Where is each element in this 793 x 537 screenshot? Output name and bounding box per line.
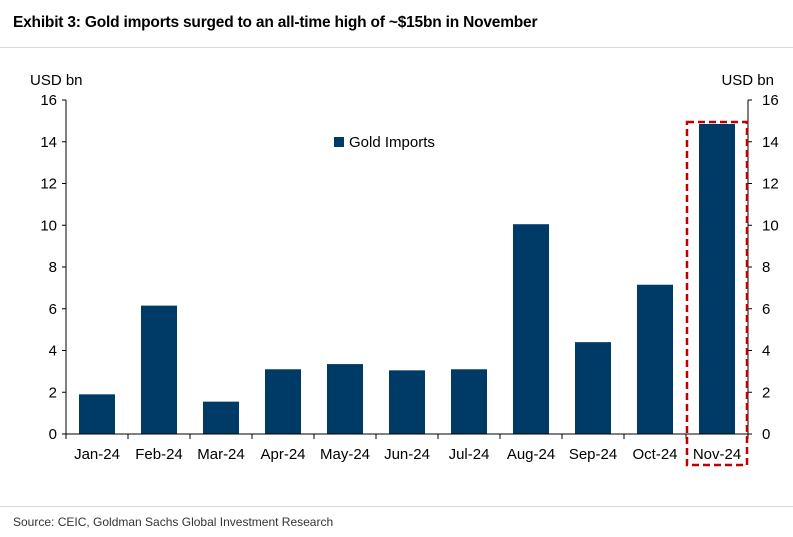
right-tick-label: 2	[762, 384, 770, 401]
left-tick-label: 0	[49, 426, 57, 443]
bar-apr-24	[265, 369, 301, 434]
right-tick-label: 16	[762, 92, 779, 109]
legend: Gold Imports	[334, 134, 435, 151]
x-tick-label: Apr-24	[260, 446, 305, 463]
bar-chart: USD bn USD bn 0 2 4 6 8 10 12 14 16 0 2 4 6 8 10 12 14 1…	[30, 72, 779, 467]
source-note: Source: CEIC, Goldman Sachs Global Inves…	[13, 515, 334, 529]
x-tick-label: Feb-24	[135, 446, 183, 463]
left-tick-label: 12	[40, 176, 57, 193]
left-axis-unit-label: USD bn	[30, 72, 83, 89]
left-tick-label: 4	[49, 343, 57, 360]
x-tick-label: Oct-24	[632, 446, 677, 463]
legend-label: Gold Imports	[349, 134, 435, 151]
bar-mar-24	[203, 401, 239, 434]
highlight-box	[685, 120, 749, 467]
bar-jul-24	[451, 369, 487, 434]
left-tick-label: 2	[49, 384, 57, 401]
left-tick-label: 14	[40, 134, 57, 151]
right-tick-label: 14	[762, 134, 779, 151]
x-tick-label: Sep-24	[569, 446, 617, 463]
right-y-axis: 0 2 4 6 8 10 12 14 16	[747, 92, 779, 443]
x-tick-label: May-24	[320, 446, 370, 463]
bar-sep-24	[575, 342, 611, 434]
right-tick-label: 4	[762, 343, 770, 360]
left-tick-label: 6	[49, 301, 57, 318]
top-divider	[0, 47, 793, 48]
exhibit-title: Exhibit 3: Gold imports surged to an all…	[13, 14, 538, 31]
left-tick-label: 16	[40, 92, 57, 109]
left-y-axis: 0 2 4 6 8 10 12 14 16	[40, 92, 67, 443]
right-tick-label: 10	[762, 217, 779, 234]
left-tick-label: 8	[49, 259, 57, 276]
right-tick-label: 12	[762, 176, 779, 193]
x-tick-label: Jan-24	[74, 446, 120, 463]
bar-feb-24	[141, 305, 177, 434]
left-tick-label: 10	[40, 217, 57, 234]
bar-aug-24	[513, 224, 549, 434]
right-axis-unit-label: USD bn	[721, 72, 774, 89]
bottom-divider	[0, 506, 793, 507]
x-tick-label: Nov-24	[693, 446, 741, 463]
bar-may-24	[327, 364, 363, 434]
x-tick-label: Jul-24	[449, 446, 490, 463]
legend-swatch	[334, 137, 344, 147]
x-axis: Jan-24 Feb-24 Mar-24 Apr-24 May-24 Jun-24 Jul-…	[65, 433, 749, 463]
x-tick-label: Jun-24	[384, 446, 430, 463]
bar-nov-24	[699, 124, 735, 434]
bar-jan-24	[79, 394, 115, 434]
bar-series	[79, 124, 735, 434]
x-tick-label: Mar-24	[197, 446, 245, 463]
right-tick-label: 6	[762, 301, 770, 318]
bar-jun-24	[389, 370, 425, 434]
bar-oct-24	[637, 284, 673, 434]
right-tick-label: 0	[762, 426, 770, 443]
right-tick-label: 8	[762, 259, 770, 276]
x-tick-label: Aug-24	[507, 446, 555, 463]
